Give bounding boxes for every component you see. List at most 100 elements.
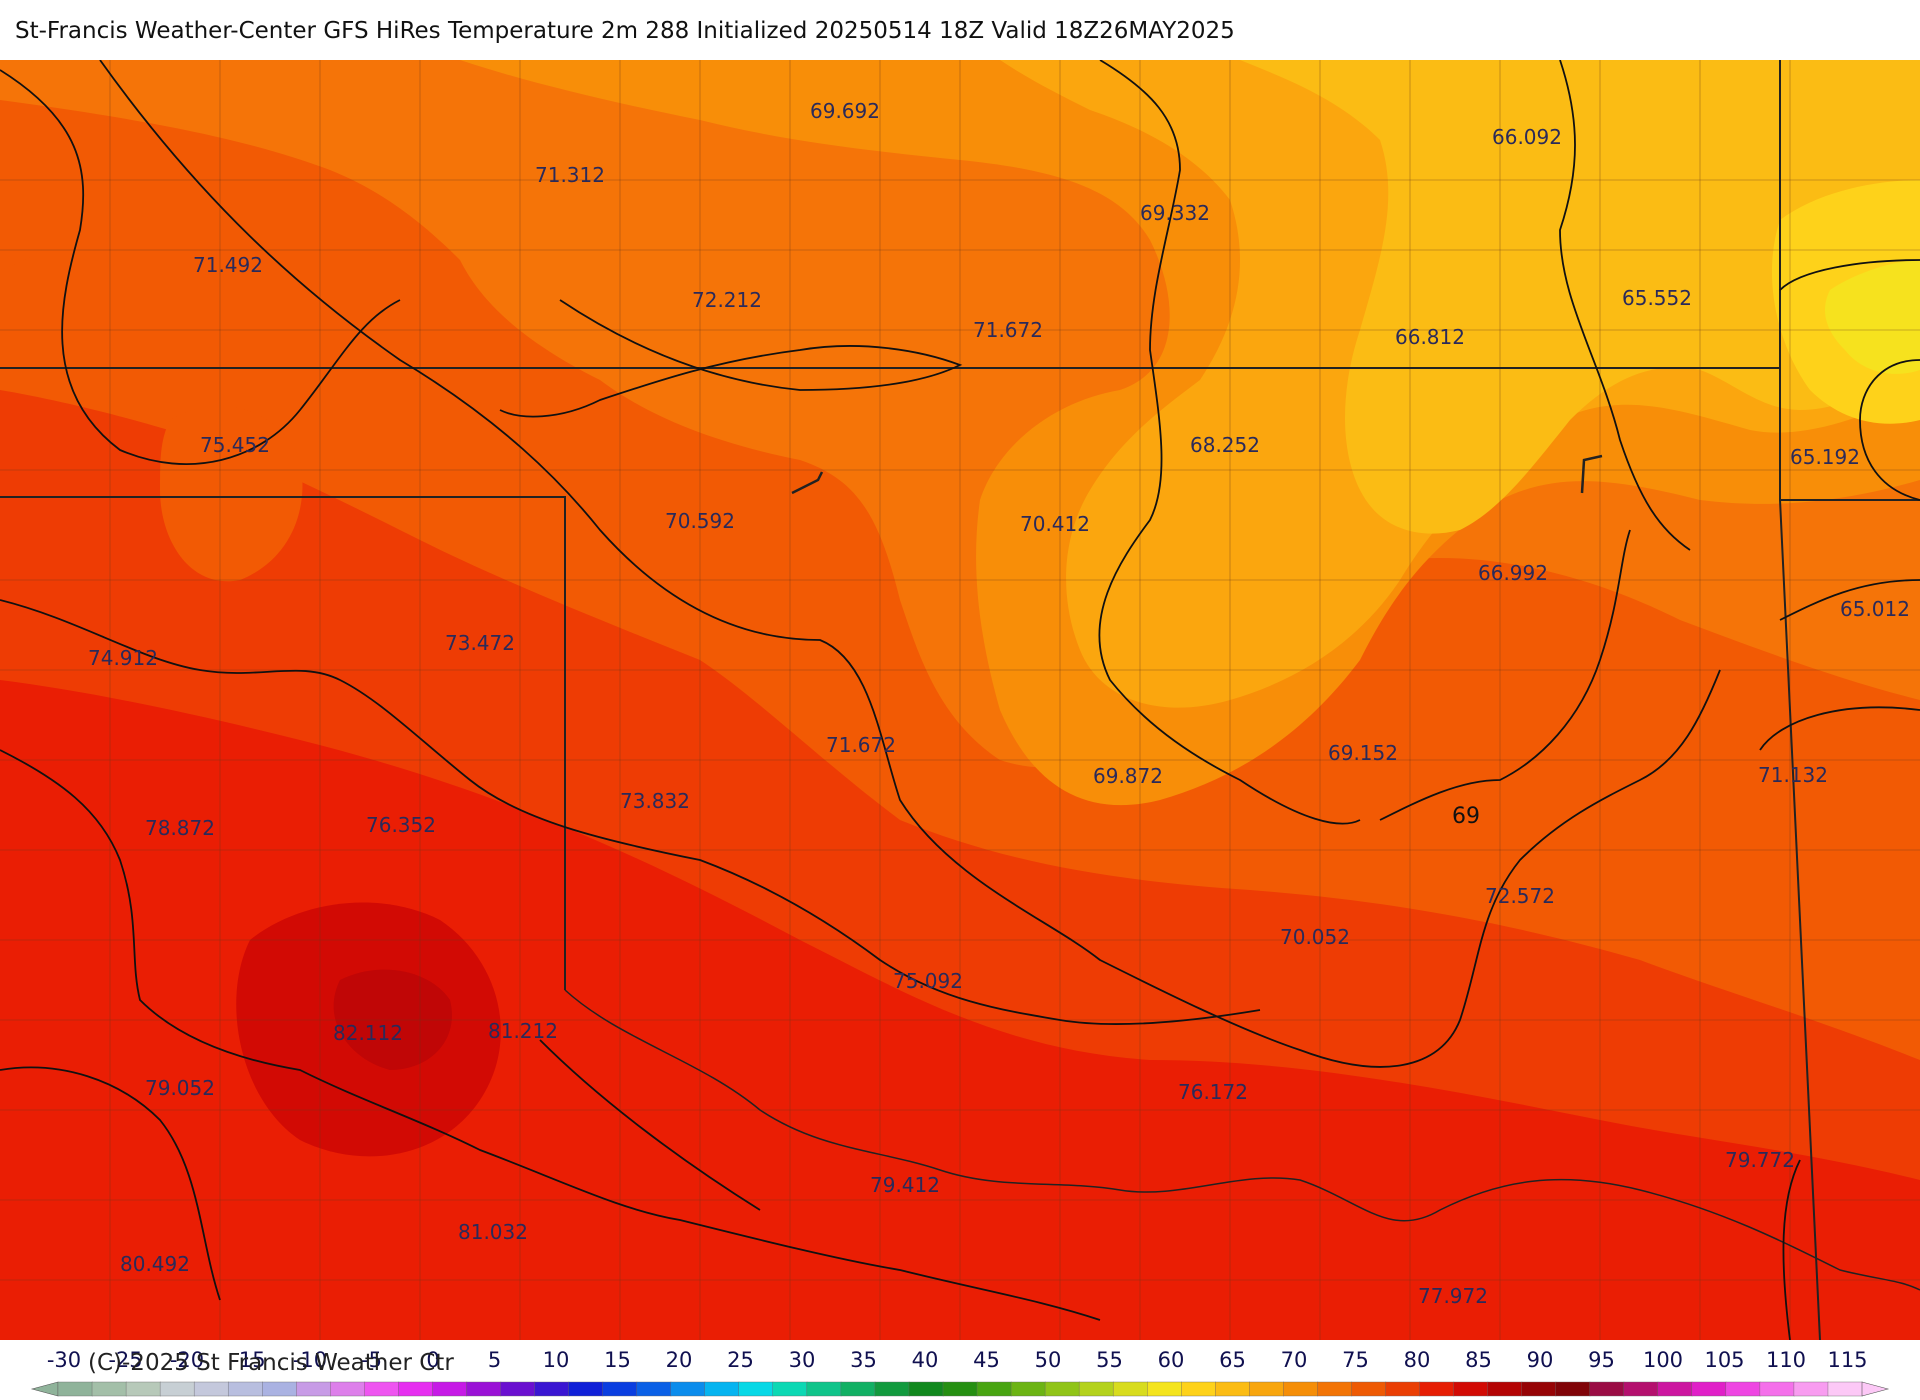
colorbar-swatch: [125, 1381, 161, 1397]
colorbar-swatch: [602, 1381, 638, 1397]
contour-label: 69: [1452, 804, 1480, 829]
temp-label: 70.592: [665, 509, 735, 533]
colorbar-tick-label: 65: [1219, 1348, 1246, 1372]
temp-label: 66.092: [1492, 125, 1562, 149]
temp-label: 81.032: [458, 1220, 528, 1244]
colorbar-swatch: [1249, 1381, 1285, 1397]
copyright-text: (C)-2025 St Francis Weather Ctr: [88, 1350, 454, 1376]
temp-label: 69.692: [810, 99, 880, 123]
colorbar-swatch: [262, 1381, 297, 1397]
colorbar-tick-label: 100: [1643, 1348, 1683, 1372]
colorbar-swatch: [1317, 1381, 1353, 1397]
colorbar-swatch: [1759, 1381, 1795, 1397]
colorbar-swatch: [1725, 1381, 1761, 1397]
temp-label: 65.552: [1622, 286, 1692, 310]
colorbar-swatch: [1691, 1381, 1727, 1397]
temperature-labels: 69.692 71.312 69.332 66.092 71.492 72.21…: [88, 99, 1910, 1308]
colorbar-ticks: -30 -25 -20 -15 -10 -5 0 5 10 15 20 25 30 35 40 45 50 55 6…: [47, 1348, 1868, 1372]
temp-label: 72.212: [692, 288, 762, 312]
temp-label: 68.252: [1190, 433, 1260, 457]
colorbar-swatches: [30, 1381, 1890, 1397]
colorbar-low-arrow: [30, 1381, 59, 1397]
temp-label: 76.172: [1178, 1080, 1248, 1104]
colorbar-swatch: [1487, 1381, 1523, 1397]
colorbar-swatch: [1657, 1381, 1693, 1397]
temp-label: 71.132: [1758, 763, 1828, 787]
colorbar-swatch: [1215, 1381, 1251, 1397]
colorbar-swatch: [1385, 1381, 1421, 1397]
colorbar-swatch: [227, 1381, 263, 1397]
temp-label: 77.972: [1418, 1284, 1488, 1308]
colorbar-tick-label: -25: [108, 1348, 142, 1372]
colorbar-swatch: [466, 1381, 502, 1397]
colorbar-tick-label: 30: [789, 1348, 816, 1372]
temp-label: 75.092: [893, 969, 963, 993]
colorbar-swatch: [908, 1381, 944, 1397]
colorbar-tick-label: 45: [973, 1348, 1000, 1372]
colorbar-swatch: [1453, 1381, 1489, 1397]
temp-label: 66.812: [1395, 325, 1465, 349]
colorbar-tick-label: 115: [1827, 1348, 1867, 1372]
colorbar-swatch: [806, 1381, 842, 1397]
colorbar-swatch: [1521, 1381, 1557, 1397]
temp-label: 71.672: [826, 733, 896, 757]
temp-label: 81.212: [488, 1019, 558, 1043]
colorbar-swatch: [670, 1381, 706, 1397]
colorbar-swatch: [432, 1381, 468, 1397]
colorbar-tick-label: 85: [1465, 1348, 1492, 1372]
colorbar-swatch: [1112, 1381, 1148, 1397]
colorbar-tick-label: 0: [426, 1348, 439, 1372]
temperature-map: 69.692 71.312 69.332 66.092 71.492 72.21…: [0, 60, 1920, 1340]
temperature-fill: [0, 60, 1920, 1340]
colorbar-swatch: [636, 1381, 672, 1397]
colorbar-tick-label: 50: [1035, 1348, 1062, 1372]
colorbar-tick-label: -10: [293, 1348, 327, 1372]
colorbar-tick-label: 105: [1704, 1348, 1744, 1372]
county-boundaries: [0, 60, 1920, 1340]
colorbar-tick-label: 55: [1096, 1348, 1123, 1372]
colorbar-swatch: [1044, 1381, 1080, 1397]
temp-label: 74.912: [88, 646, 158, 670]
temp-label: 70.052: [1280, 925, 1350, 949]
colorbar-tick-label: 90: [1527, 1348, 1554, 1372]
colorbar-swatch: [1010, 1381, 1046, 1397]
colorbar-swatch: [840, 1381, 876, 1397]
colorbar-tick-label: 20: [666, 1348, 693, 1372]
colorbar-tick-label: 70: [1281, 1348, 1308, 1372]
colorbar-swatch: [91, 1381, 127, 1397]
temp-label: 65.012: [1840, 597, 1910, 621]
colorbar-swatch: [1147, 1381, 1182, 1397]
colorbar-swatch: [1555, 1381, 1591, 1397]
temp-label: 79.772: [1725, 1148, 1795, 1172]
colorbar-swatch: [1078, 1381, 1114, 1397]
temp-label: 71.312: [535, 163, 605, 187]
temp-label: 75.452: [200, 433, 270, 457]
colorbar-swatch: [1419, 1381, 1455, 1397]
wind-barb-icon: [791, 454, 1603, 495]
temp-label: 78.872: [145, 816, 215, 840]
colorbar-swatch: [193, 1381, 229, 1397]
colorbar-swatch: [874, 1381, 910, 1397]
colorbar-swatch: [330, 1381, 366, 1397]
colorbar-tick-label: 35: [850, 1348, 877, 1372]
colorbar-swatch: [772, 1381, 808, 1397]
colorbar-swatch: [942, 1381, 978, 1397]
colorbar-tick-label: -15: [231, 1348, 265, 1372]
colorbar-swatch: [1623, 1381, 1659, 1397]
map-title: St-Francis Weather-Center GFS HiRes Temp…: [15, 18, 1235, 44]
temp-label: 65.192: [1790, 445, 1860, 469]
temp-label: 79.412: [870, 1173, 940, 1197]
colorbar-swatch: [976, 1381, 1012, 1397]
colorbar-swatch: [704, 1381, 740, 1397]
colorbar-tick-label: 5: [488, 1348, 501, 1372]
colorbar-swatch: [1827, 1381, 1863, 1397]
colorbar-tick-label: -5: [361, 1348, 382, 1372]
colorbar-swatch: [159, 1381, 195, 1397]
colorbar-swatch: [534, 1381, 570, 1397]
colorbar-swatch: [57, 1381, 93, 1397]
colorbar-swatch: [738, 1381, 774, 1397]
temp-label: 69.152: [1328, 741, 1398, 765]
temp-label: 76.352: [366, 813, 436, 837]
temp-label: 69.872: [1093, 764, 1163, 788]
temp-label: 79.052: [145, 1076, 215, 1100]
